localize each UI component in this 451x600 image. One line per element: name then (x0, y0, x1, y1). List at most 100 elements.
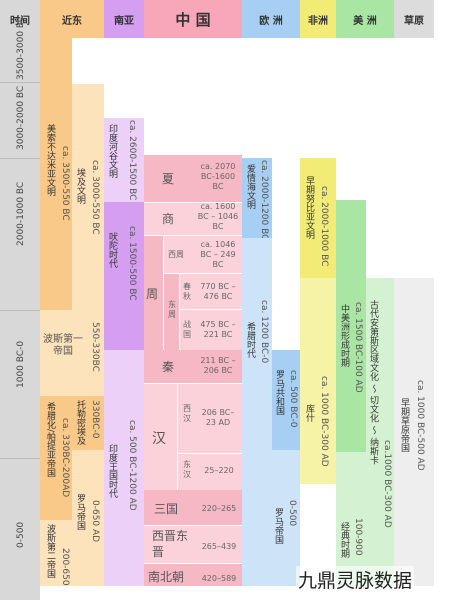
header-africa: 非洲 (300, 0, 336, 38)
spring-autumn-block (180, 274, 242, 310)
time-divider-1 (0, 82, 40, 83)
three-kingdoms-date: 220–265 (201, 504, 237, 513)
aegean-name: 爱情海文明 (245, 164, 255, 209)
shang-name: 商 (162, 212, 175, 226)
time-divider-2 (0, 158, 40, 159)
persia1-name: 波斯第一帝国 (43, 334, 83, 357)
time-label-2000: 2000-1000 BC (16, 181, 26, 246)
persia1-date: 550-330BC (90, 322, 100, 372)
spring-autumn-date: 770 BC – 476 BC (200, 282, 236, 301)
greek-date: ca. 1200 BC-0 (259, 300, 269, 364)
greek-block (242, 238, 272, 450)
kingdoms-block (104, 350, 144, 586)
hellenistic-name: 希腊化/帕提亚帝国 (45, 402, 55, 478)
roman-rep-name: 罗马共和国 (274, 370, 284, 415)
classic-name: 经典时期 (339, 522, 349, 558)
persia2-block (40, 520, 72, 586)
western-zhou-date: ca. 1046 BC – 249 BC (200, 240, 236, 269)
warring-states-name: 战国 (183, 320, 191, 339)
egypt-block (72, 84, 104, 310)
warring-states-date: 475 BC – 221 BC (200, 320, 236, 339)
roman-rep-block (272, 350, 300, 450)
kush-block (300, 278, 336, 484)
warring-states-block (180, 310, 242, 350)
time-divider-3 (0, 310, 40, 311)
qin-date: 211 BC – 206 BC (200, 356, 236, 375)
andes-name: 古代安第斯区域文化 ～ 切文化 ～ 纳斯卡 (368, 300, 378, 465)
hellenistic-date: ca. 330BC-200AD (60, 418, 70, 498)
kingdoms-name: 印度王国时代 (107, 444, 117, 498)
shang-block (144, 203, 242, 236)
persia2-date: 200-650 (60, 548, 70, 586)
zhou-name: 周 (146, 287, 159, 301)
egypt-date: ca. 3000-550 BC (90, 160, 100, 235)
nubia-block (300, 158, 336, 278)
time-label-3500: 3500-3000 BC (16, 15, 26, 80)
mesopotamia-name: 美索不达米亚文明 (45, 124, 55, 196)
header-south-asia: 南亚 (104, 0, 144, 38)
header-steppe: 草原 (394, 0, 434, 38)
header-near-east: 近东 (40, 0, 104, 38)
ptolemy-date: 330BC-0 (90, 400, 100, 439)
mesopotamia-date: ca. 3500-550 BC (60, 146, 70, 221)
steppe-name: 早期草原帝国 (399, 398, 409, 452)
rome-egypt-name: 罗马帝国 (75, 494, 85, 530)
western-zhou-block (164, 236, 242, 274)
eastern-han-block (178, 454, 242, 490)
greek-name: 希腊时代 (245, 322, 255, 358)
hellenistic-block (40, 396, 72, 520)
roman-rep-date: ca. 500 BC-0 (288, 370, 298, 428)
nanbei-block (144, 564, 242, 586)
xia-name: 夏 (162, 172, 175, 186)
kush-name: 库什 (304, 404, 314, 422)
eastern-han-date: 25–220 (204, 466, 234, 475)
vedic-date: ca. 1500-500 BC (127, 226, 137, 301)
western-zhou-name: 西周 (168, 250, 184, 259)
western-han-name: 西汉 (183, 404, 191, 423)
formative-date: ca. 1500 BC-100 AD (353, 302, 363, 393)
qin-block (144, 350, 242, 384)
watermark-text: 九鼎灵脉数据 (296, 566, 415, 593)
xia-block (144, 155, 242, 203)
ptolemy-block (72, 396, 104, 450)
time-label-1000bc: 1000 BC-0 (16, 340, 26, 388)
zhou-block (144, 236, 164, 350)
steppe-block (394, 278, 434, 586)
aegean-date: ca. 2000-1200 BC (259, 160, 269, 241)
jin-date: 265–439 (201, 542, 237, 551)
rome-egypt-date: 0-650 AD (90, 500, 100, 543)
header-europe: 欧 洲 (242, 0, 300, 38)
indus-name: 印度河谷文明 (107, 124, 117, 178)
eastern-han-name: 东汉 (183, 460, 191, 479)
roman-emp-block (242, 450, 300, 586)
roman-emp-name: 罗马帝国 (273, 508, 283, 544)
persia1-block (40, 310, 104, 396)
andes-block (366, 278, 394, 586)
nubia-date: ca. 2000-1000 BC (319, 186, 329, 267)
classic-date: 100-900 (353, 518, 363, 556)
time-label-3000: 3000-2000 BC (16, 85, 26, 150)
nanbei-date: 420–589 (201, 574, 237, 583)
header-time: 时间 (0, 0, 40, 38)
time-divider-4 (0, 458, 40, 459)
aegean-block (242, 158, 272, 238)
eastern-zhou-block (164, 274, 180, 350)
persia2-name: 波斯第二帝国 (45, 524, 55, 578)
qin-name: 秦 (162, 360, 175, 374)
xia-date: ca. 2070 BC-1600 BC (200, 162, 236, 191)
rome-egypt-block (72, 450, 104, 586)
classic-block (336, 452, 366, 586)
shang-date: ca. 1600 BC – 1046 BC (197, 202, 239, 231)
western-han-block (178, 384, 242, 454)
nubia-name: 早期努比亚文明 (304, 176, 314, 239)
header-americas: 美 洲 (336, 0, 394, 38)
formative-block (336, 200, 366, 452)
three-kingdoms-name: 三国 (154, 502, 179, 516)
han-block (144, 384, 178, 490)
kingdoms-date: ca. 500 BC-1200 AD (127, 420, 137, 511)
mesopotamia-block (40, 38, 72, 310)
eastern-zhou-name: 东周 (168, 300, 176, 319)
indus-block (104, 118, 144, 202)
jin-block (144, 526, 242, 564)
western-han-date: 206 BC– 23 AD (201, 408, 235, 427)
